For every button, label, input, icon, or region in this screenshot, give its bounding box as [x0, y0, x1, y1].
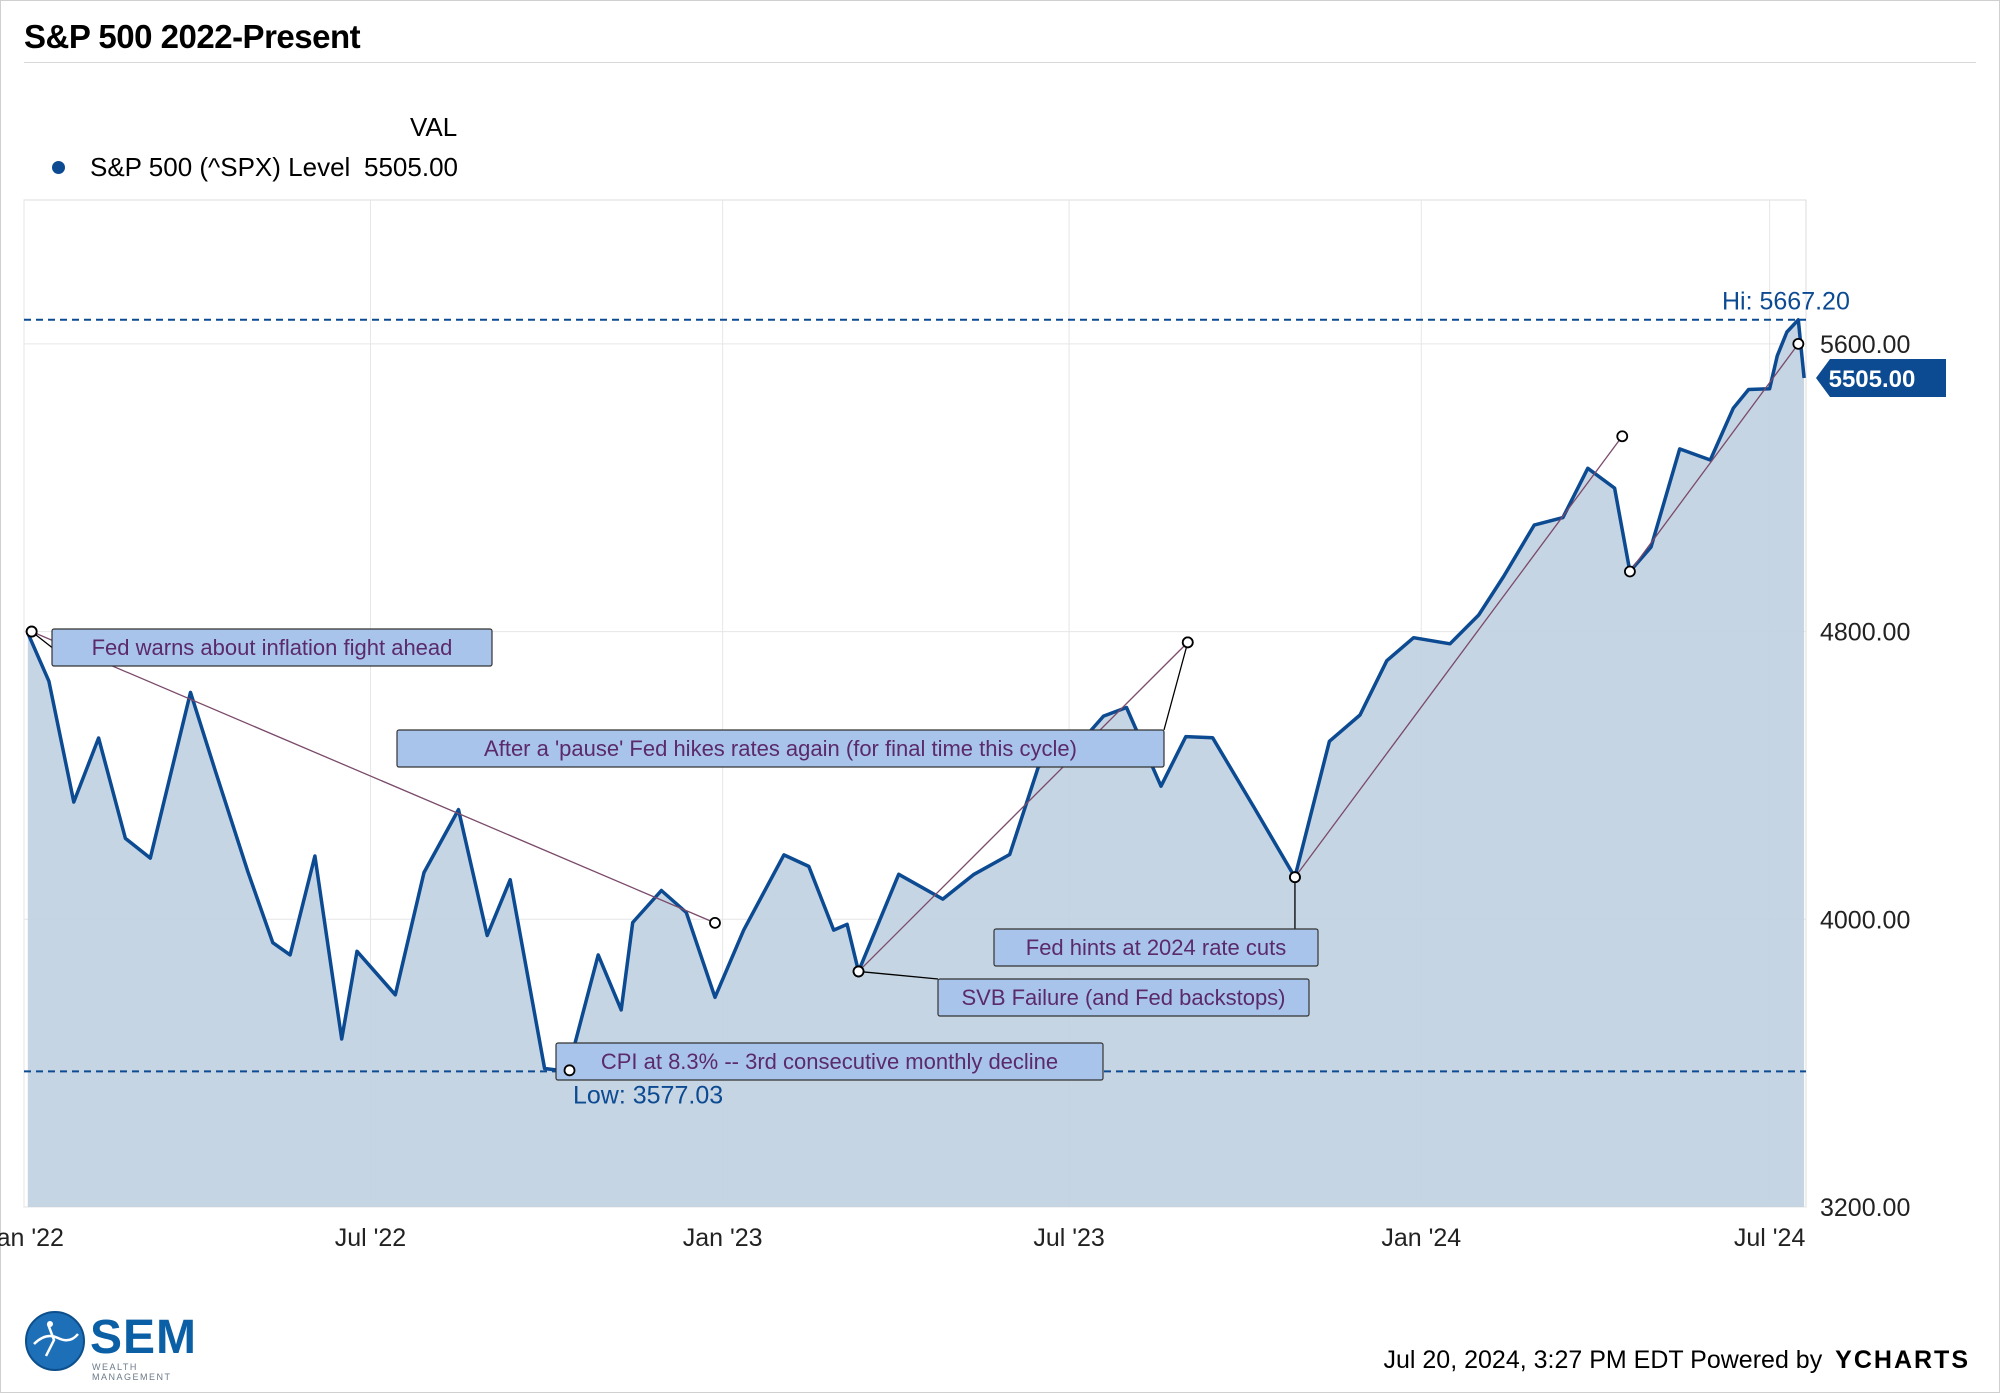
- trendline: [858, 641, 1189, 972]
- sem-logo: SEM WEALTH MANAGEMENT: [24, 1310, 214, 1382]
- sem-globe-icon: [25, 1311, 85, 1371]
- callout-anchor-point: [1289, 871, 1301, 884]
- trendline: [1629, 343, 1799, 572]
- trendline: [31, 630, 716, 924]
- callout-box: [555, 1042, 1104, 1081]
- callout-box: [937, 978, 1310, 1017]
- series-line: [26, 318, 1806, 1074]
- y-tick-label: 4800.00: [1820, 619, 1910, 647]
- callout-text: CPI at 8.3% -- 3rd consecutive monthly d…: [601, 1049, 1058, 1074]
- callout-anchor-point: [25, 625, 38, 638]
- y-tick-label: 5600.00: [1820, 331, 1910, 359]
- legend-series-dot-icon: [52, 161, 65, 174]
- callout-box: [993, 928, 1319, 967]
- ycharts-logo[interactable]: YCHARTS: [1835, 1346, 1970, 1374]
- high-label: Hi: 5667.20: [1722, 288, 1850, 316]
- y-tick-label: 3200.00: [1820, 1194, 1910, 1222]
- callout-text: Fed hints at 2024 rate cuts: [1026, 935, 1287, 960]
- chart-title: S&P 500 2022-Present: [24, 18, 361, 55]
- callout-leader: [1163, 642, 1189, 731]
- trendline-endpoint: [1616, 430, 1629, 443]
- x-tick-label: Jul '22: [335, 1224, 406, 1252]
- y-tick-label: 4000.00: [1820, 906, 1910, 934]
- callout-anchor-point: [563, 1064, 576, 1077]
- brand-tagline: WEALTH MANAGEMENT: [92, 1362, 172, 1382]
- callout-leader: [858, 970, 939, 980]
- callout-anchor-point: [852, 965, 865, 978]
- chart-footer: Jul 20, 2024, 3:27 PM EDT Powered by YCH…: [1384, 1346, 1971, 1375]
- callout-text: Fed warns about inflation fight ahead: [92, 635, 453, 660]
- legend-value-header: VAL: [410, 112, 458, 142]
- x-tick-label: Jan '22: [0, 1224, 64, 1252]
- callout-anchor-point: [1181, 636, 1194, 649]
- brand-name: SEM: [90, 1311, 198, 1364]
- trendline: [1294, 435, 1623, 878]
- trendline-endpoint: [709, 916, 721, 929]
- footer-timestamp: Jul 20, 2024, 3:27 PM EDT: [1383, 1346, 1684, 1374]
- title-divider: [24, 62, 1976, 63]
- low-label: Low: 3577.03: [573, 1081, 723, 1109]
- callout-box: [51, 628, 493, 667]
- legend-series-value: 5505.00: [364, 152, 458, 182]
- footer-powered-by: Powered by: [1690, 1346, 1823, 1374]
- trendline-endpoint: [1792, 337, 1805, 350]
- callout-text: SVB Failure (and Fed backstops): [961, 985, 1285, 1010]
- legend-series-name: S&P 500 (^SPX) Level: [90, 152, 351, 182]
- x-tick-label: Jul '24: [1734, 1224, 1806, 1252]
- series-area: [27, 319, 1805, 1207]
- callout-text: After a 'pause' Fed hikes rates again (f…: [484, 736, 1077, 761]
- x-tick-label: Jan '24: [1381, 1224, 1461, 1252]
- last-value-label: 5505.00: [1829, 366, 1916, 393]
- x-tick-label: Jan '23: [683, 1224, 763, 1252]
- chart-svg: 3200.00 4000.00 4800.00 5600.00 Jan '22 Jul '…: [0, 199, 1946, 1252]
- x-tick-label: Jul '23: [1033, 1224, 1104, 1252]
- callout-box: [396, 729, 1165, 768]
- trendline-endpoint: [1624, 565, 1636, 578]
- last-value-badge: [1816, 359, 1946, 398]
